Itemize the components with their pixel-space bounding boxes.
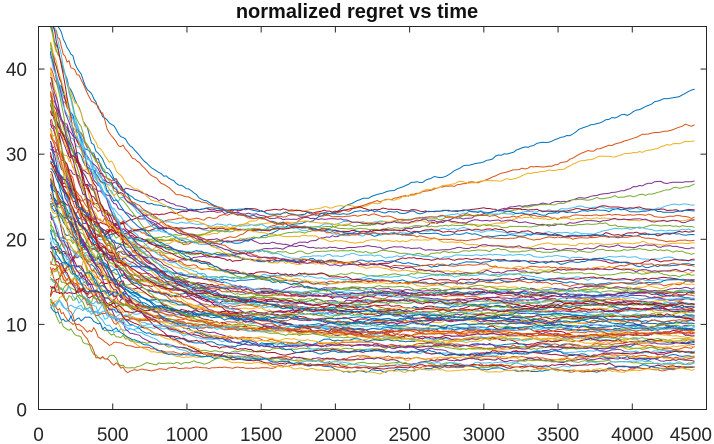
chart-title: normalized regret vs time (235, 1, 479, 23)
series-line (50, 140, 695, 277)
y-tick-label: 10 (6, 315, 27, 336)
series-line (49, 43, 695, 343)
series-line (49, 261, 695, 337)
series-line (49, 41, 695, 344)
series-line (49, 267, 695, 374)
x-tick-label: 4000 (611, 425, 653, 444)
x-tick-label: 2500 (388, 425, 430, 444)
series-line (49, 128, 695, 282)
series-line (50, 285, 695, 315)
series-line (49, 276, 695, 357)
x-tick-label: 1000 (166, 425, 208, 444)
x-tick-label: 500 (97, 425, 129, 444)
series-line (49, 141, 695, 350)
series-line (50, 168, 695, 361)
series-line (50, 212, 695, 369)
series-line (50, 76, 695, 298)
x-tick-label: 3000 (463, 425, 505, 444)
series-line (49, 100, 695, 285)
y-tick-label: 0 (16, 401, 27, 422)
series-line (49, 83, 695, 237)
series-line (50, 95, 695, 275)
series-line (50, 26, 695, 370)
series-line (50, 277, 695, 321)
series-line (49, 300, 695, 333)
series-line (49, 205, 695, 296)
series-line (49, 26, 695, 249)
series-line (49, 133, 695, 339)
y-tick-label: 20 (6, 230, 27, 251)
x-tick-label: 2000 (314, 425, 356, 444)
series-line (50, 145, 695, 252)
series-line (50, 191, 695, 375)
series-line (49, 204, 695, 340)
series-line (50, 178, 695, 311)
series-line (49, 229, 695, 326)
x-tick-label: 0 (33, 425, 44, 444)
y-tick-label: 40 (6, 60, 27, 81)
series-line (50, 250, 695, 358)
series-line (49, 123, 695, 227)
series-line (49, 162, 695, 293)
y-tick-label: 30 (6, 145, 27, 166)
series-line (49, 160, 695, 321)
x-tick-label: 3500 (537, 425, 579, 444)
series-line (50, 162, 695, 309)
series-line (49, 298, 695, 369)
series-layer (49, 26, 695, 375)
series-line (49, 221, 695, 331)
series-line (49, 212, 695, 365)
series-line (49, 111, 695, 346)
series-line (49, 224, 695, 256)
series-line (49, 128, 695, 344)
series-line (50, 26, 695, 246)
plot-area-frame (38, 26, 707, 410)
x-tick-label: 4500 (670, 425, 712, 444)
x-tick-label: 1500 (240, 425, 282, 444)
axes-layer: 0 500 1000 1500 2000 2500 3000 3500 4000 4500 0 10 2… (6, 26, 712, 444)
series-line (49, 68, 695, 328)
series-line (50, 105, 695, 300)
series-line (49, 51, 695, 216)
series-line (50, 26, 695, 239)
series-line (50, 246, 695, 331)
series-line (50, 26, 695, 243)
series-line (49, 56, 695, 304)
series-line (49, 47, 695, 262)
series-line (49, 91, 695, 246)
